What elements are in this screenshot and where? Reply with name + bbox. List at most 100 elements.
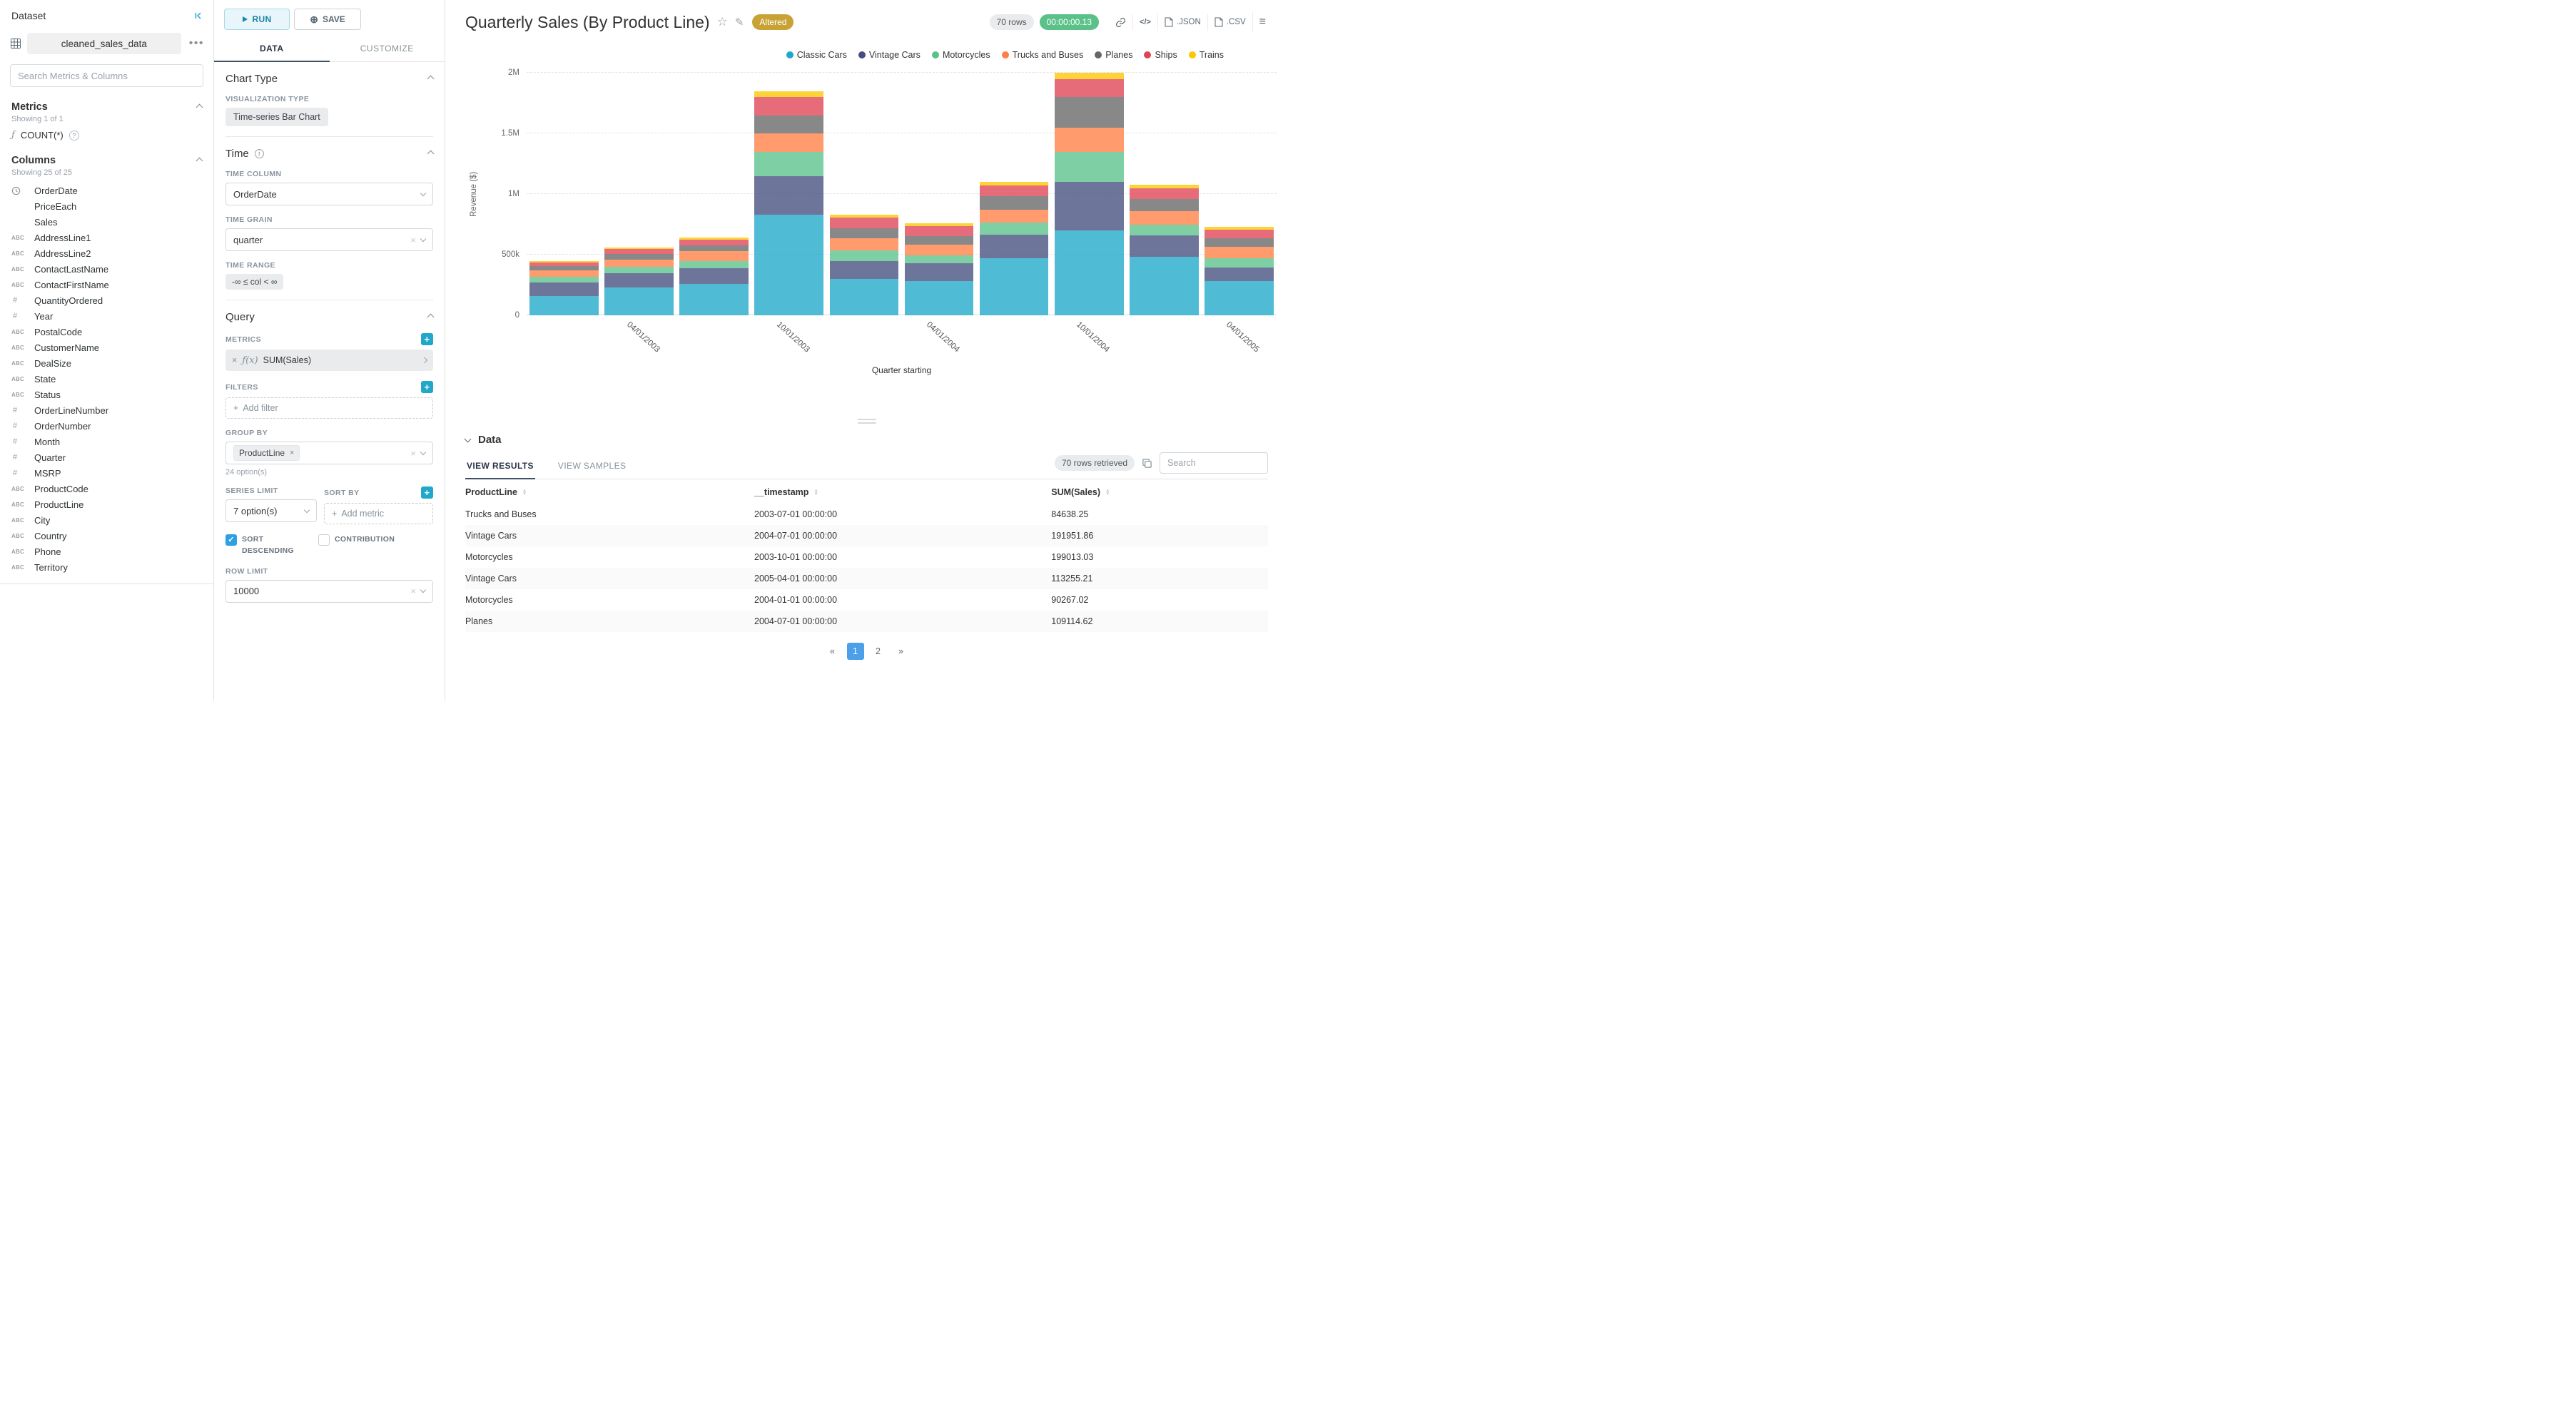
copy-link-button[interactable] <box>1109 14 1132 31</box>
pagination-page-2[interactable]: 2 <box>876 646 881 656</box>
stacked-bar[interactable] <box>529 73 599 315</box>
legend-item[interactable]: Vintage Cars <box>858 50 921 60</box>
bar-segment[interactable] <box>979 235 1049 259</box>
viz-type-chip[interactable]: Time-series Bar Chart <box>225 108 328 126</box>
bar-segment[interactable] <box>1054 230 1124 315</box>
column-item[interactable]: ABC City <box>0 512 213 528</box>
legend-item[interactable]: Trucks and Buses <box>1001 50 1083 60</box>
checkbox-checked-icon[interactable]: ✓ <box>225 534 237 546</box>
bar-segment[interactable] <box>1129 188 1199 199</box>
column-item[interactable]: ABC Territory <box>0 559 213 575</box>
stacked-bar[interactable] <box>1129 73 1199 315</box>
column-item[interactable]: ABC DealSize <box>0 355 213 371</box>
bar-segment[interactable] <box>529 266 599 271</box>
time-range-chip[interactable]: -∞ ≤ col < ∞ <box>225 274 284 290</box>
bar-segment[interactable] <box>979 223 1049 235</box>
add-filter-box[interactable]: + Add filter <box>225 397 433 419</box>
legend-item[interactable]: Ships <box>1144 50 1177 60</box>
edit-title-icon[interactable]: ✎ <box>734 16 744 29</box>
contribution-checkbox[interactable]: CONTRIBUTION <box>318 534 395 557</box>
bar-segment[interactable] <box>679 251 749 262</box>
bar-segment[interactable] <box>604 272 674 287</box>
table-header[interactable]: SUM(Sales) ▲ ▼ <box>1051 481 1268 504</box>
bar-segment[interactable] <box>529 270 599 277</box>
bar-segment[interactable] <box>829 250 899 262</box>
bar-segment[interactable] <box>679 268 749 284</box>
pagination-page-1[interactable]: 1 <box>846 643 864 660</box>
column-item[interactable]: # Quarter <box>0 449 213 465</box>
column-item[interactable]: ABC Phone <box>0 544 213 559</box>
pagination-prev[interactable]: « <box>830 646 835 656</box>
export-json-button[interactable]: .JSON <box>1157 14 1207 31</box>
chevron-down-icon[interactable] <box>464 435 472 442</box>
bar-segment[interactable] <box>1054 182 1124 230</box>
sort-icon[interactable]: ▲ ▼ <box>522 487 527 496</box>
column-item[interactable]: ABC Country <box>0 528 213 544</box>
metric-chip[interactable]: × ƒ(x) SUM(Sales) <box>225 350 433 371</box>
results-search-input[interactable] <box>1160 452 1268 474</box>
bar-segment[interactable] <box>979 196 1049 210</box>
bar-segment[interactable] <box>829 218 899 229</box>
bar-segment[interactable] <box>604 267 674 273</box>
column-item[interactable]: PriceEach <box>0 198 213 214</box>
column-item[interactable]: # Year <box>0 308 213 324</box>
bar-segment[interactable] <box>529 295 599 315</box>
bar-segment[interactable] <box>754 133 824 152</box>
column-item[interactable]: ABC AddressLine2 <box>0 245 213 261</box>
add-sort-metric-button[interactable]: + <box>421 486 433 499</box>
legend-item[interactable]: Planes <box>1095 50 1132 60</box>
sort-descending-checkbox[interactable]: ✓ SORT DESCENDING <box>225 534 305 557</box>
bar-segment[interactable] <box>904 263 974 282</box>
save-button[interactable]: ⊕ SAVE <box>294 9 361 30</box>
column-item[interactable]: OrderDate <box>0 183 213 198</box>
bar-segment[interactable] <box>1054 78 1124 97</box>
help-icon[interactable]: ? <box>69 130 79 141</box>
chevron-up-icon[interactable] <box>427 313 435 321</box>
bar-segment[interactable] <box>829 228 899 239</box>
bar-segment[interactable] <box>1205 230 1274 239</box>
bar-segment[interactable] <box>754 97 824 116</box>
bar-segment[interactable] <box>604 254 674 260</box>
bar-segment[interactable] <box>904 281 974 315</box>
group-by-select[interactable]: ProductLine × × <box>225 442 433 464</box>
bar-segment[interactable] <box>679 245 749 251</box>
add-sort-metric-box[interactable]: + Add metric <box>324 503 433 524</box>
bar-segment[interactable] <box>1054 97 1124 128</box>
column-item[interactable]: Sales <box>0 214 213 230</box>
column-item[interactable]: ABC CustomerName <box>0 340 213 355</box>
dataset-name[interactable]: cleaned_sales_data <box>27 33 181 54</box>
bar-segment[interactable] <box>754 151 824 176</box>
column-item[interactable]: # OrderNumber <box>0 418 213 434</box>
stacked-bar[interactable] <box>679 73 749 315</box>
legend-item[interactable]: Motorcycles <box>931 50 990 60</box>
bar-segment[interactable] <box>679 239 749 245</box>
bar-segment[interactable] <box>529 277 599 283</box>
bar-segment[interactable] <box>679 237 749 240</box>
clear-icon[interactable]: × <box>410 447 416 459</box>
bar-segment[interactable] <box>979 181 1049 185</box>
bar-segment[interactable] <box>754 214 824 315</box>
bar-segment[interactable] <box>1129 224 1199 235</box>
column-item[interactable]: ABC ProductCode <box>0 481 213 496</box>
column-item[interactable]: ABC Status <box>0 387 213 402</box>
sort-icon[interactable]: ▲ ▼ <box>813 487 818 496</box>
tab-customize[interactable]: CUSTOMIZE <box>360 44 414 54</box>
legend-item[interactable]: Trains <box>1188 50 1224 60</box>
bar-segment[interactable] <box>904 244 974 255</box>
legend-item[interactable]: Classic Cars <box>786 50 847 60</box>
tab-view-results[interactable]: VIEW RESULTS <box>465 455 535 479</box>
bar-segment[interactable] <box>679 283 749 315</box>
bar-segment[interactable] <box>754 115 824 134</box>
bar-segment[interactable] <box>529 263 599 267</box>
bar-segment[interactable] <box>1129 198 1199 211</box>
bar-segment[interactable] <box>904 255 974 263</box>
chart-menu-button[interactable]: ≡ <box>1252 12 1272 32</box>
remove-icon[interactable]: × <box>232 355 238 365</box>
bar-segment[interactable] <box>754 91 824 98</box>
bar-segment[interactable] <box>1205 258 1274 268</box>
bar-segment[interactable] <box>904 226 974 236</box>
bar-segment[interactable] <box>829 279 899 315</box>
bar-segment[interactable] <box>604 247 674 250</box>
column-item[interactable]: # OrderLineNumber <box>0 402 213 418</box>
bar-segment[interactable] <box>604 259 674 268</box>
